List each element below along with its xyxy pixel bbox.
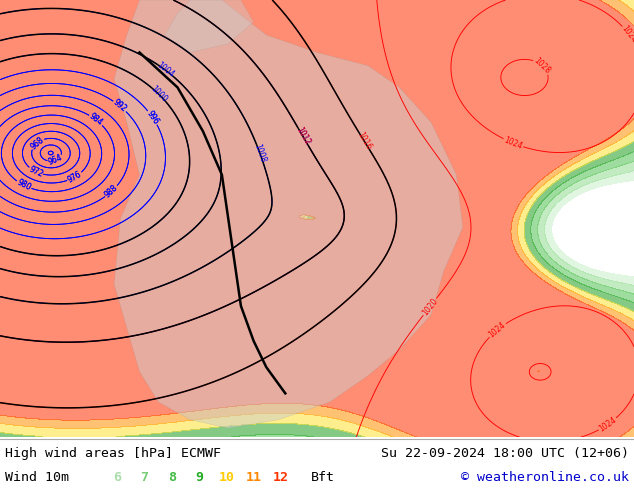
Text: 9: 9 <box>195 471 203 484</box>
Text: 988: 988 <box>103 183 120 199</box>
Text: 968: 968 <box>29 135 46 151</box>
Text: 980: 980 <box>15 178 32 193</box>
Text: 8: 8 <box>168 471 176 484</box>
Text: 972: 972 <box>28 165 44 179</box>
Text: 1028: 1028 <box>533 56 552 75</box>
Text: 988: 988 <box>103 183 120 199</box>
Text: 1024: 1024 <box>597 415 618 434</box>
Text: 1024: 1024 <box>620 24 634 45</box>
Text: 1024: 1024 <box>503 135 524 151</box>
Text: 992: 992 <box>112 98 128 114</box>
Text: Wind 10m: Wind 10m <box>5 471 69 484</box>
Text: 1024: 1024 <box>487 320 508 340</box>
Text: 996: 996 <box>145 109 160 126</box>
Text: 1012: 1012 <box>294 125 311 147</box>
Text: Bft: Bft <box>311 471 335 484</box>
Text: 976: 976 <box>66 170 83 185</box>
Text: Su 22-09-2024 18:00 UTC (12+06): Su 22-09-2024 18:00 UTC (12+06) <box>381 446 629 460</box>
Text: 1020: 1020 <box>420 296 439 317</box>
Text: 6: 6 <box>113 471 121 484</box>
Text: 984: 984 <box>87 112 105 128</box>
Text: 980: 980 <box>15 178 32 193</box>
Text: 968: 968 <box>29 135 46 151</box>
Text: 996: 996 <box>145 109 160 126</box>
Text: 10: 10 <box>218 471 235 484</box>
Polygon shape <box>165 0 254 52</box>
Text: 7: 7 <box>141 471 148 484</box>
Text: High wind areas [hPa] ECMWF: High wind areas [hPa] ECMWF <box>5 446 221 460</box>
Text: 992: 992 <box>112 98 128 114</box>
Text: 976: 976 <box>66 170 83 185</box>
Text: 1000: 1000 <box>149 84 169 104</box>
Text: 1004: 1004 <box>155 61 176 80</box>
Text: 984: 984 <box>87 112 105 128</box>
Text: 972: 972 <box>28 165 44 179</box>
Text: 1016: 1016 <box>355 130 373 151</box>
Text: 964: 964 <box>47 153 64 167</box>
Text: 964: 964 <box>47 153 64 167</box>
Text: 1008: 1008 <box>252 143 268 164</box>
Text: 11: 11 <box>245 471 262 484</box>
Text: 12: 12 <box>273 471 289 484</box>
Text: 1012: 1012 <box>294 125 311 147</box>
Text: © weatheronline.co.uk: © weatheronline.co.uk <box>461 471 629 484</box>
Polygon shape <box>114 0 463 428</box>
